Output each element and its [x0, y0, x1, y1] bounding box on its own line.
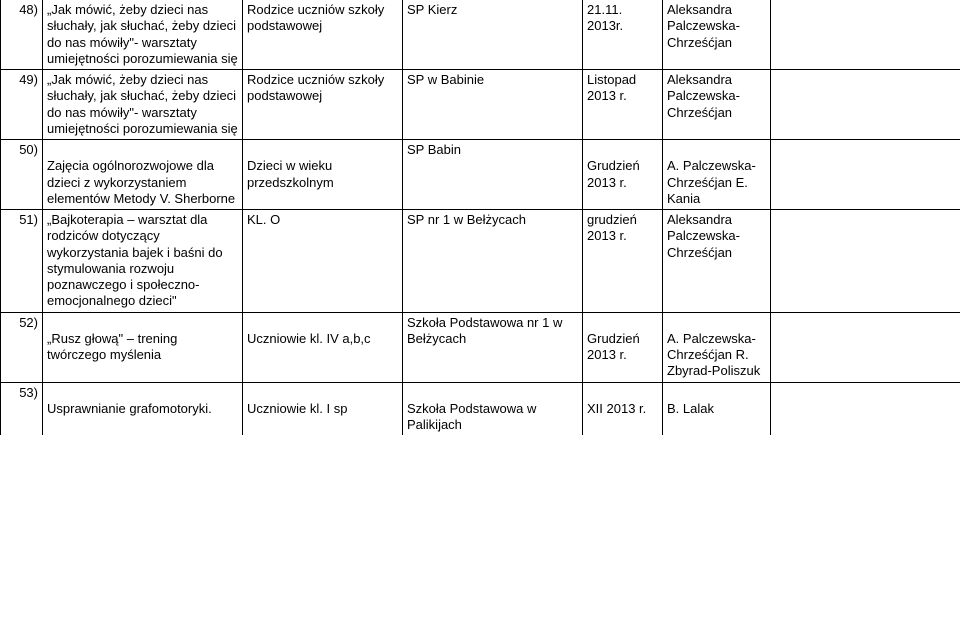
row-description: Usprawnianie grafomotoryki. — [43, 382, 243, 435]
row-when: XII 2013 r. — [583, 382, 663, 435]
row-when: grudzień 2013 r. — [583, 210, 663, 313]
row-description-text: Zajęcia ogólnorozwojowe dla dzieci z wyk… — [47, 158, 235, 206]
row-where-text: Szkoła Podstawowa w Palikijach — [407, 401, 536, 432]
row-when: Grudzień 2013 r. — [583, 312, 663, 382]
row-number: 50) — [1, 140, 43, 210]
row-where: Szkoła Podstawowa w Palikijach — [403, 382, 583, 435]
table-row: 52) „Rusz głową" – trening twórczego myś… — [1, 312, 960, 382]
row-extra — [771, 140, 960, 210]
table-row: 51) „Bajkoterapia – warsztat dla rodzicó… — [1, 210, 960, 313]
row-where: SP Babin — [403, 140, 583, 210]
row-where: SP w Babinie — [403, 70, 583, 140]
row-author: B. Lalak — [663, 382, 771, 435]
row-who: KL. O — [243, 210, 403, 313]
row-number: 48) — [1, 0, 43, 70]
row-when-text: Grudzień 2013 r. — [587, 331, 640, 362]
row-extra — [771, 0, 960, 70]
row-author: Aleksandra Palczewska-Chrześćjan — [663, 0, 771, 70]
row-description: „Jak mówić, żeby dzieci nas słuchały, ja… — [43, 70, 243, 140]
row-who-text: Uczniowie kl. IV a,b,c — [247, 331, 371, 346]
page-container: 48) „Jak mówić, żeby dzieci nas słuchały… — [0, 0, 960, 634]
row-description-text: „Rusz głową" – trening twórczego myśleni… — [47, 331, 177, 362]
row-number: 49) — [1, 70, 43, 140]
row-author-text: B. Lalak — [667, 401, 714, 416]
row-author-text: A. Palczewska-Chrześćjan R. Zbyrad-Polis… — [667, 331, 760, 379]
row-who: Dzieci w wieku przedszkolnym — [243, 140, 403, 210]
row-number: 53) — [1, 382, 43, 435]
row-extra — [771, 210, 960, 313]
row-who: Uczniowie kl. I sp — [243, 382, 403, 435]
row-description: „Jak mówić, żeby dzieci nas słuchały, ja… — [43, 0, 243, 70]
table-row: 50) Zajęcia ogólnorozwojowe dla dzieci z… — [1, 140, 960, 210]
row-number: 52) — [1, 312, 43, 382]
row-extra — [771, 70, 960, 140]
row-where: SP nr 1 w Bełżycach — [403, 210, 583, 313]
row-when-text: XII 2013 r. — [587, 401, 646, 416]
data-table: 48) „Jak mówić, żeby dzieci nas słuchały… — [0, 0, 960, 435]
row-author: Aleksandra Palczewska-Chrześćjan — [663, 70, 771, 140]
row-when: 21.11. 2013r. — [583, 0, 663, 70]
row-who-text: Dzieci w wieku przedszkolnym — [247, 158, 334, 189]
table-row: 53) Usprawnianie grafomotoryki. Uczniowi… — [1, 382, 960, 435]
row-extra — [771, 312, 960, 382]
row-description: „Rusz głową" – trening twórczego myśleni… — [43, 312, 243, 382]
row-extra — [771, 382, 960, 435]
row-author: A. Palczewska-Chrześćjan E. Kania — [663, 140, 771, 210]
row-when: Listopad 2013 r. — [583, 70, 663, 140]
row-number: 51) — [1, 210, 43, 313]
row-author: A. Palczewska-Chrześćjan R. Zbyrad-Polis… — [663, 312, 771, 382]
row-description-text: Usprawnianie grafomotoryki. — [47, 401, 212, 416]
row-author: Aleksandra Palczewska-Chrześćjan — [663, 210, 771, 313]
row-when: Grudzień 2013 r. — [583, 140, 663, 210]
row-when-text: Grudzień 2013 r. — [587, 158, 640, 189]
row-who: Rodzice uczniów szkoły podstawowej — [243, 70, 403, 140]
row-who: Rodzice uczniów szkoły podstawowej — [243, 0, 403, 70]
table-row: 48) „Jak mówić, żeby dzieci nas słuchały… — [1, 0, 960, 70]
row-author-text: A. Palczewska-Chrześćjan E. Kania — [667, 158, 756, 206]
table-row: 49) „Jak mówić, żeby dzieci nas słuchały… — [1, 70, 960, 140]
row-where: Szkoła Podstawowa nr 1 w Bełżycach — [403, 312, 583, 382]
row-who-text: Uczniowie kl. I sp — [247, 401, 347, 416]
row-description: „Bajkoterapia – warsztat dla rodziców do… — [43, 210, 243, 313]
row-who: Uczniowie kl. IV a,b,c — [243, 312, 403, 382]
row-description: Zajęcia ogólnorozwojowe dla dzieci z wyk… — [43, 140, 243, 210]
row-where: SP Kierz — [403, 0, 583, 70]
